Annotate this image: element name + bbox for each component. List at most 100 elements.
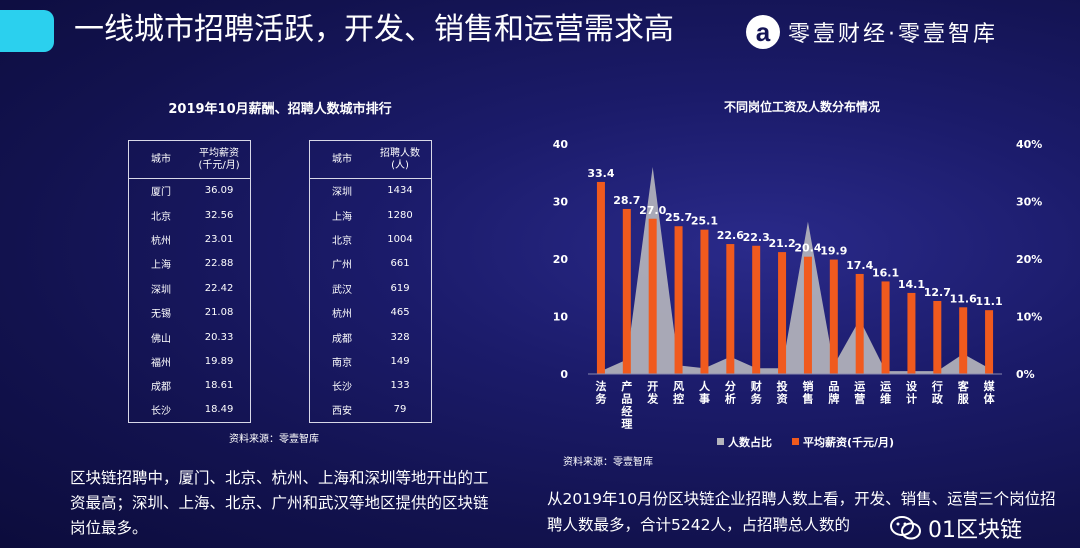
x-category-label: 法务 [595,379,607,406]
bar-value-label: 22.3 [743,231,770,244]
hiring-col-count: 招聘人数 (人) [369,140,432,179]
value-cell: 36.09 [204,185,234,197]
city-cell: 长沙 [332,382,352,394]
left-description: 区块链招聘中，厦门、北京、杭州、上海和深圳等地开出的工资最高；深圳、上海、北京、… [70,469,489,537]
table-row: 北京 32.56 [129,203,251,227]
city-cell: 上海 [151,260,171,272]
salary-bar [726,244,735,374]
watermark: 01区块链 [890,512,1022,544]
value-cell: 661 [390,258,410,270]
table-row: 深圳 1434 [310,179,432,203]
x-category-label: 媒体 [983,379,996,406]
value-cell: 22.88 [204,258,234,270]
right-description: 从2019年10月份区块链企业招聘人数上看，开发、销售、运营三个岗位招聘人数最多… [547,490,1056,534]
x-category-label: 品牌 [828,380,839,406]
table-row: 西安 79 [310,398,432,422]
bar-value-label: 27.0 [639,204,666,217]
salary-bar [881,281,890,374]
value-cell: 465 [390,307,410,319]
city-cell: 上海 [332,211,352,223]
table-row: 北京 1004 [310,227,432,251]
table-row: 上海 22.88 [129,252,251,276]
table-row: 长沙 18.49 [129,398,251,422]
salary-bar [855,273,864,374]
city-cell: 南京 [332,357,352,369]
city-cell: 西安 [332,406,352,418]
city-cell: 长沙 [151,406,171,418]
watermark-text: 01区块链 [928,518,1022,543]
bar-value-label: 20.4 [794,242,821,255]
table-row: 上海 1280 [310,203,432,227]
salary-bar [985,310,994,374]
city-ranking-title: 2019年10月薪酬、招聘人数城市排行 [168,102,392,117]
city-cell: 深圳 [332,187,352,199]
y-right-tick-label: 20% [1016,253,1042,266]
bar-value-label: 16.1 [872,266,899,279]
salary-bar [907,292,916,374]
bar-value-label: 17.4 [846,259,873,272]
bar-value-label: 22.6 [717,229,744,242]
x-category-label: 财务 [750,379,763,406]
city-cell: 杭州 [332,309,352,321]
x-category-label: 风控 [673,379,684,406]
city-cell: 成都 [332,333,352,345]
value-cell: 328 [390,331,410,343]
table-row: 武汉 619 [310,276,432,300]
x-category-label: 客服 [957,379,970,406]
table-row: 广州 661 [310,252,432,276]
left-source-note: 资料来源：零壹智库 [229,434,319,445]
x-category-label: 运维 [880,380,891,406]
salary-bar [648,218,657,374]
salary-bar [622,208,631,374]
table-row: 成都 328 [310,325,432,349]
table-row: 杭州 23.01 [129,227,251,251]
value-cell: 1280 [387,209,413,221]
city-cell: 佛山 [151,333,171,345]
y-left-tick-label: 40 [553,138,569,151]
x-category-label: 产品经理 [621,379,632,431]
wechat-icon [890,516,921,540]
page-title: 一线城市招聘活跃，开发、销售和运营需求高 [74,12,674,47]
y-left-tick-label: 20 [553,253,569,266]
value-cell: 19.89 [204,355,234,367]
legend-label-salary: 平均薪资(千元/月) [803,435,894,449]
position-salary-chart: 0102030400%10%20%30%40%33.428.727.025.72… [553,138,1043,449]
salary-col-city: 城市 [128,140,189,179]
x-category-label: 销售 [801,379,813,406]
salary-bar [933,300,942,374]
salary-bar [959,307,968,374]
salary-col-amount: 平均薪资 (千元/月) [188,140,251,179]
legend-swatch-people-share [717,438,724,445]
table-row: 成都 18.61 [129,374,251,398]
salary-ranking-table: 城市 平均薪资 (千元/月) 厦门 36.09 北京 32.56 杭州 23.01 上海 22.… [128,140,251,423]
salary-bar [778,252,787,374]
legend-swatch-salary [792,438,799,445]
table-row: 无锡 21.08 [129,300,251,324]
city-cell: 成都 [151,382,171,394]
x-category-label: 运营 [854,380,865,406]
city-cell: 北京 [332,235,352,247]
y-left-tick-label: 0 [560,368,568,381]
table-row: 深圳 22.42 [129,276,251,300]
bar-value-label: 33.4 [587,167,614,180]
city-cell: 厦门 [151,187,171,199]
value-cell: 21.08 [204,307,234,319]
x-category-label: 开发 [646,380,659,406]
value-cell: 18.61 [204,380,234,392]
bar-value-label: 14.1 [898,278,925,291]
salary-bar [752,245,761,374]
value-cell: 1004 [387,233,413,245]
header-accent-bar [0,10,54,52]
value-cell: 22.42 [204,282,234,294]
bar-value-label: 21.2 [768,237,795,250]
y-right-tick-label: 0% [1016,368,1035,381]
table-row: 南京 149 [310,349,432,373]
y-left-tick-label: 10 [553,311,569,324]
city-cell: 北京 [151,211,171,223]
value-cell: 20.33 [204,331,234,343]
bar-value-label: 11.1 [975,295,1002,308]
bar-value-label: 25.7 [665,211,692,224]
x-category-label: 投资 [777,379,788,406]
area-series-people-share [600,167,990,374]
table-row: 长沙 133 [310,374,432,398]
